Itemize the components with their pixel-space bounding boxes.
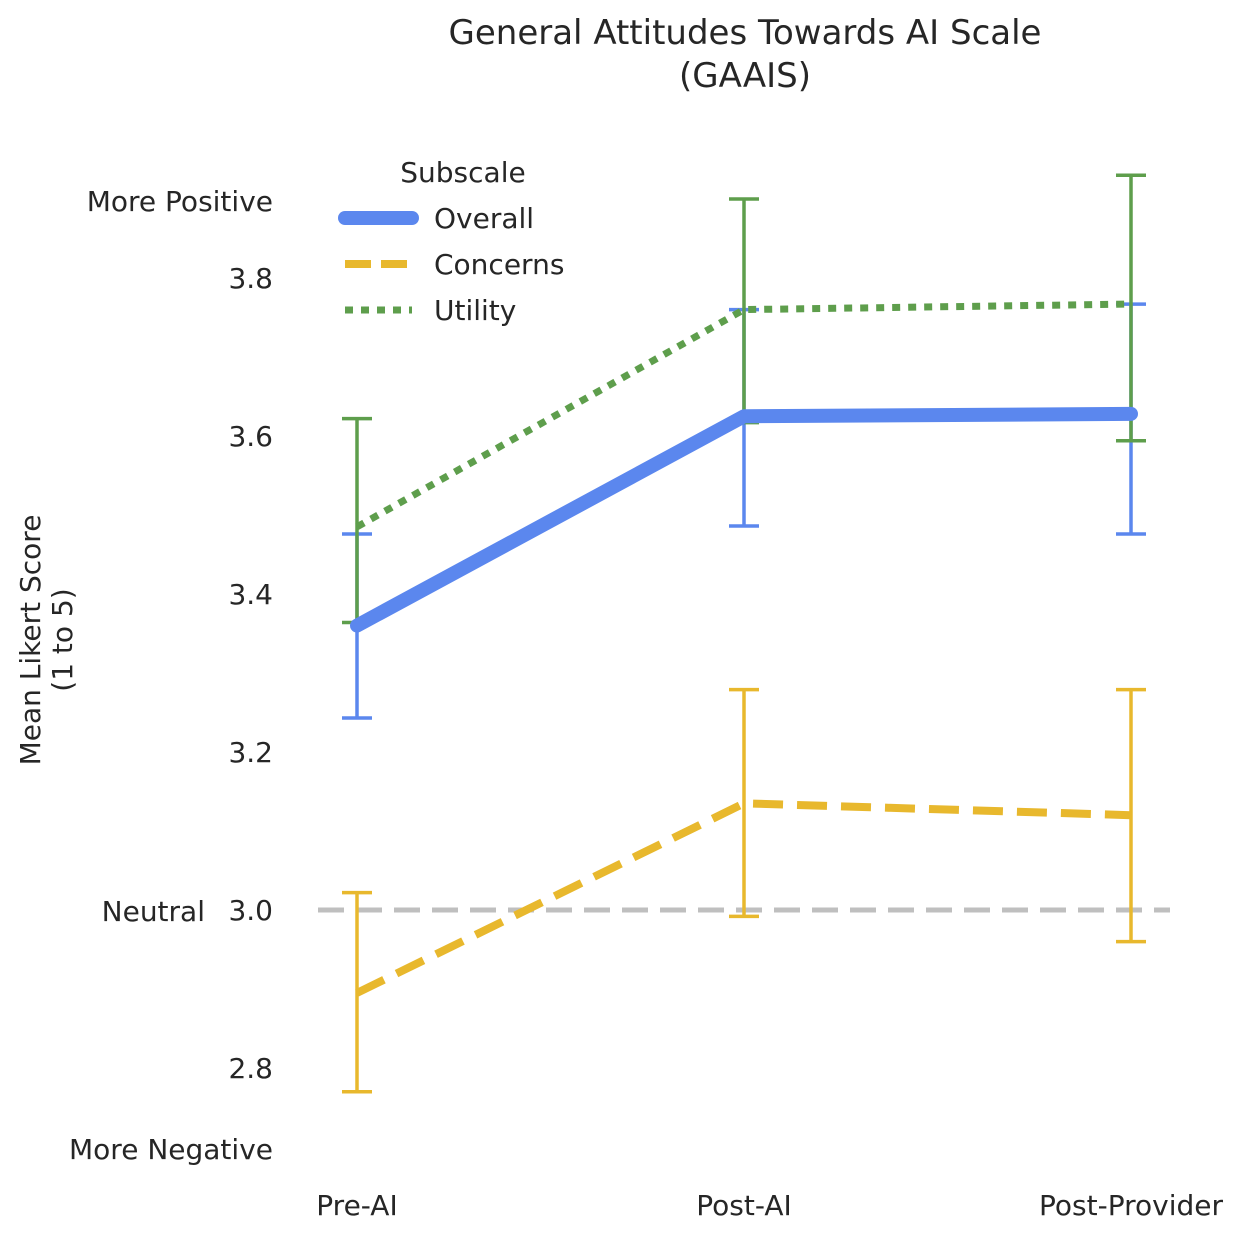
y-annotation-more-positive: More Positive — [87, 185, 273, 218]
error-bar-concerns-3 — [1116, 687, 1146, 944]
x-tick-label: Post-Provider — [1039, 1189, 1223, 1222]
y-tick-labels: 2.8 3.0 3.2 3.4 3.6 3.8 — [228, 262, 273, 1085]
y-tick-label: 3.6 — [228, 420, 273, 453]
chart-title: General Attitudes Towards AI Scale(GAAIS… — [449, 13, 1042, 96]
y-axis-label: Mean Likert Score (1 to 5) — [14, 515, 79, 766]
error-bar-utility-3 — [1116, 173, 1146, 443]
x-tick-label: Pre-AI — [316, 1189, 397, 1222]
x-tick-labels: Pre-AI Post-AI Post-Provider — [316, 1189, 1223, 1222]
legend: Subscale Overall Concerns Utility — [338, 156, 564, 327]
y-tick-label: 3.2 — [228, 736, 273, 769]
y-tick-label: 3.8 — [228, 262, 273, 295]
legend-title: Subscale — [400, 156, 525, 189]
legend-entry-utility: Utility — [345, 294, 516, 327]
legend-label-overall: Overall — [434, 202, 534, 235]
y-annotation-neutral: Neutral — [102, 895, 205, 928]
legend-entry-concerns: Concerns — [345, 248, 564, 281]
y-tick-label: 3.4 — [228, 578, 273, 611]
error-bar-utility-1 — [342, 416, 372, 625]
legend-label-utility: Utility — [434, 294, 516, 327]
chart-title-line-1: General Attitudes Towards AI Scale — [449, 13, 1042, 53]
chart-title-line-2: (GAAIS) — [679, 56, 811, 96]
y-tick-label: 2.8 — [228, 1052, 273, 1085]
y-axis-label-line-2: (1 to 5) — [46, 588, 79, 691]
legend-entry-overall: Overall — [338, 202, 534, 235]
y-annotations: More Positive Neutral More Negative — [69, 185, 273, 1166]
series-line-concerns — [355, 799, 1132, 997]
series-line-overall — [350, 406, 1138, 633]
error-bar-concerns-2 — [729, 687, 759, 919]
legend-label-concerns: Concerns — [434, 248, 564, 281]
x-tick-label: Post-AI — [696, 1189, 791, 1222]
y-tick-label: 3.0 — [228, 894, 273, 927]
series-line-utility — [355, 300, 1132, 530]
y-annotation-more-negative: More Negative — [69, 1133, 273, 1166]
series-lines — [350, 300, 1138, 997]
y-axis-label-line-1: Mean Likert Score — [14, 515, 47, 766]
